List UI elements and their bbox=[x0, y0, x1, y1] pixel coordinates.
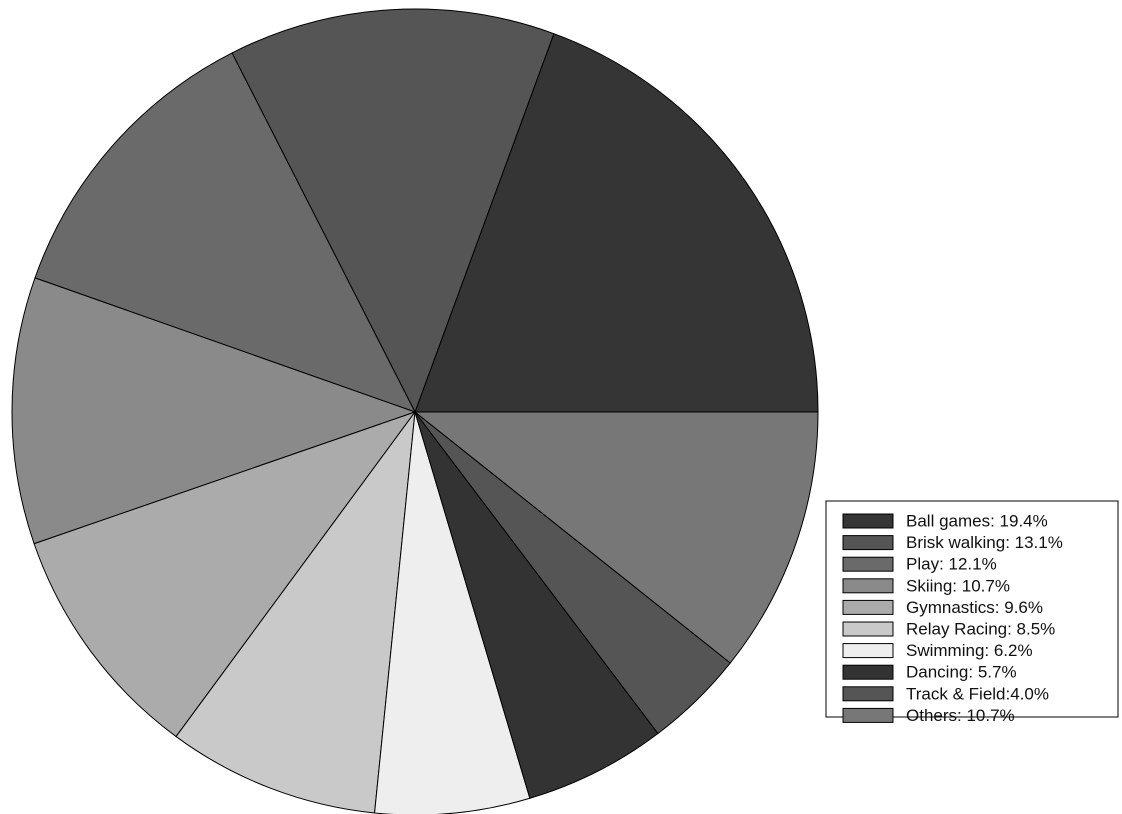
legend-label: Gymnastics: 9.6% bbox=[906, 598, 1043, 617]
legend-label: Relay Racing: 8.5% bbox=[906, 619, 1055, 638]
legend-label: Ball games: 19.4% bbox=[906, 511, 1048, 530]
legend-swatch bbox=[842, 599, 894, 615]
pie bbox=[11, 8, 819, 814]
legend-swatch bbox=[842, 513, 894, 529]
legend-label: Others: 10.7% bbox=[906, 706, 1015, 725]
legend-swatch bbox=[842, 643, 894, 659]
legend-label: Dancing: 5.7% bbox=[906, 663, 1017, 682]
pie-slice bbox=[175, 410, 416, 814]
pie-slice bbox=[33, 411, 417, 738]
legend-swatch bbox=[842, 707, 894, 723]
pie-slice bbox=[414, 33, 819, 413]
legend-swatch bbox=[842, 556, 894, 572]
pie-slice bbox=[374, 411, 531, 814]
legend-label: Swimming: 6.2% bbox=[906, 641, 1033, 660]
legend-label: Track & Field:4.0% bbox=[906, 684, 1049, 703]
legend-label: Play: 12.1% bbox=[906, 555, 997, 574]
legend-label: Skiing: 10.7% bbox=[906, 576, 1010, 595]
pie-slice bbox=[11, 277, 417, 545]
legend-label: Brisk walking: 13.1% bbox=[906, 533, 1063, 552]
legend-swatch bbox=[842, 621, 894, 637]
pie-slice bbox=[414, 411, 659, 799]
pie-slice bbox=[34, 52, 417, 413]
legend: Ball games: 19.4% Brisk walking: 13.1% Pla… bbox=[842, 511, 1063, 725]
legend-swatch bbox=[842, 535, 894, 551]
pie-slice bbox=[413, 411, 819, 664]
legend-swatch bbox=[842, 686, 894, 702]
pie-slice bbox=[231, 8, 555, 414]
legend-swatch bbox=[842, 578, 894, 594]
legend-swatch bbox=[842, 664, 894, 680]
